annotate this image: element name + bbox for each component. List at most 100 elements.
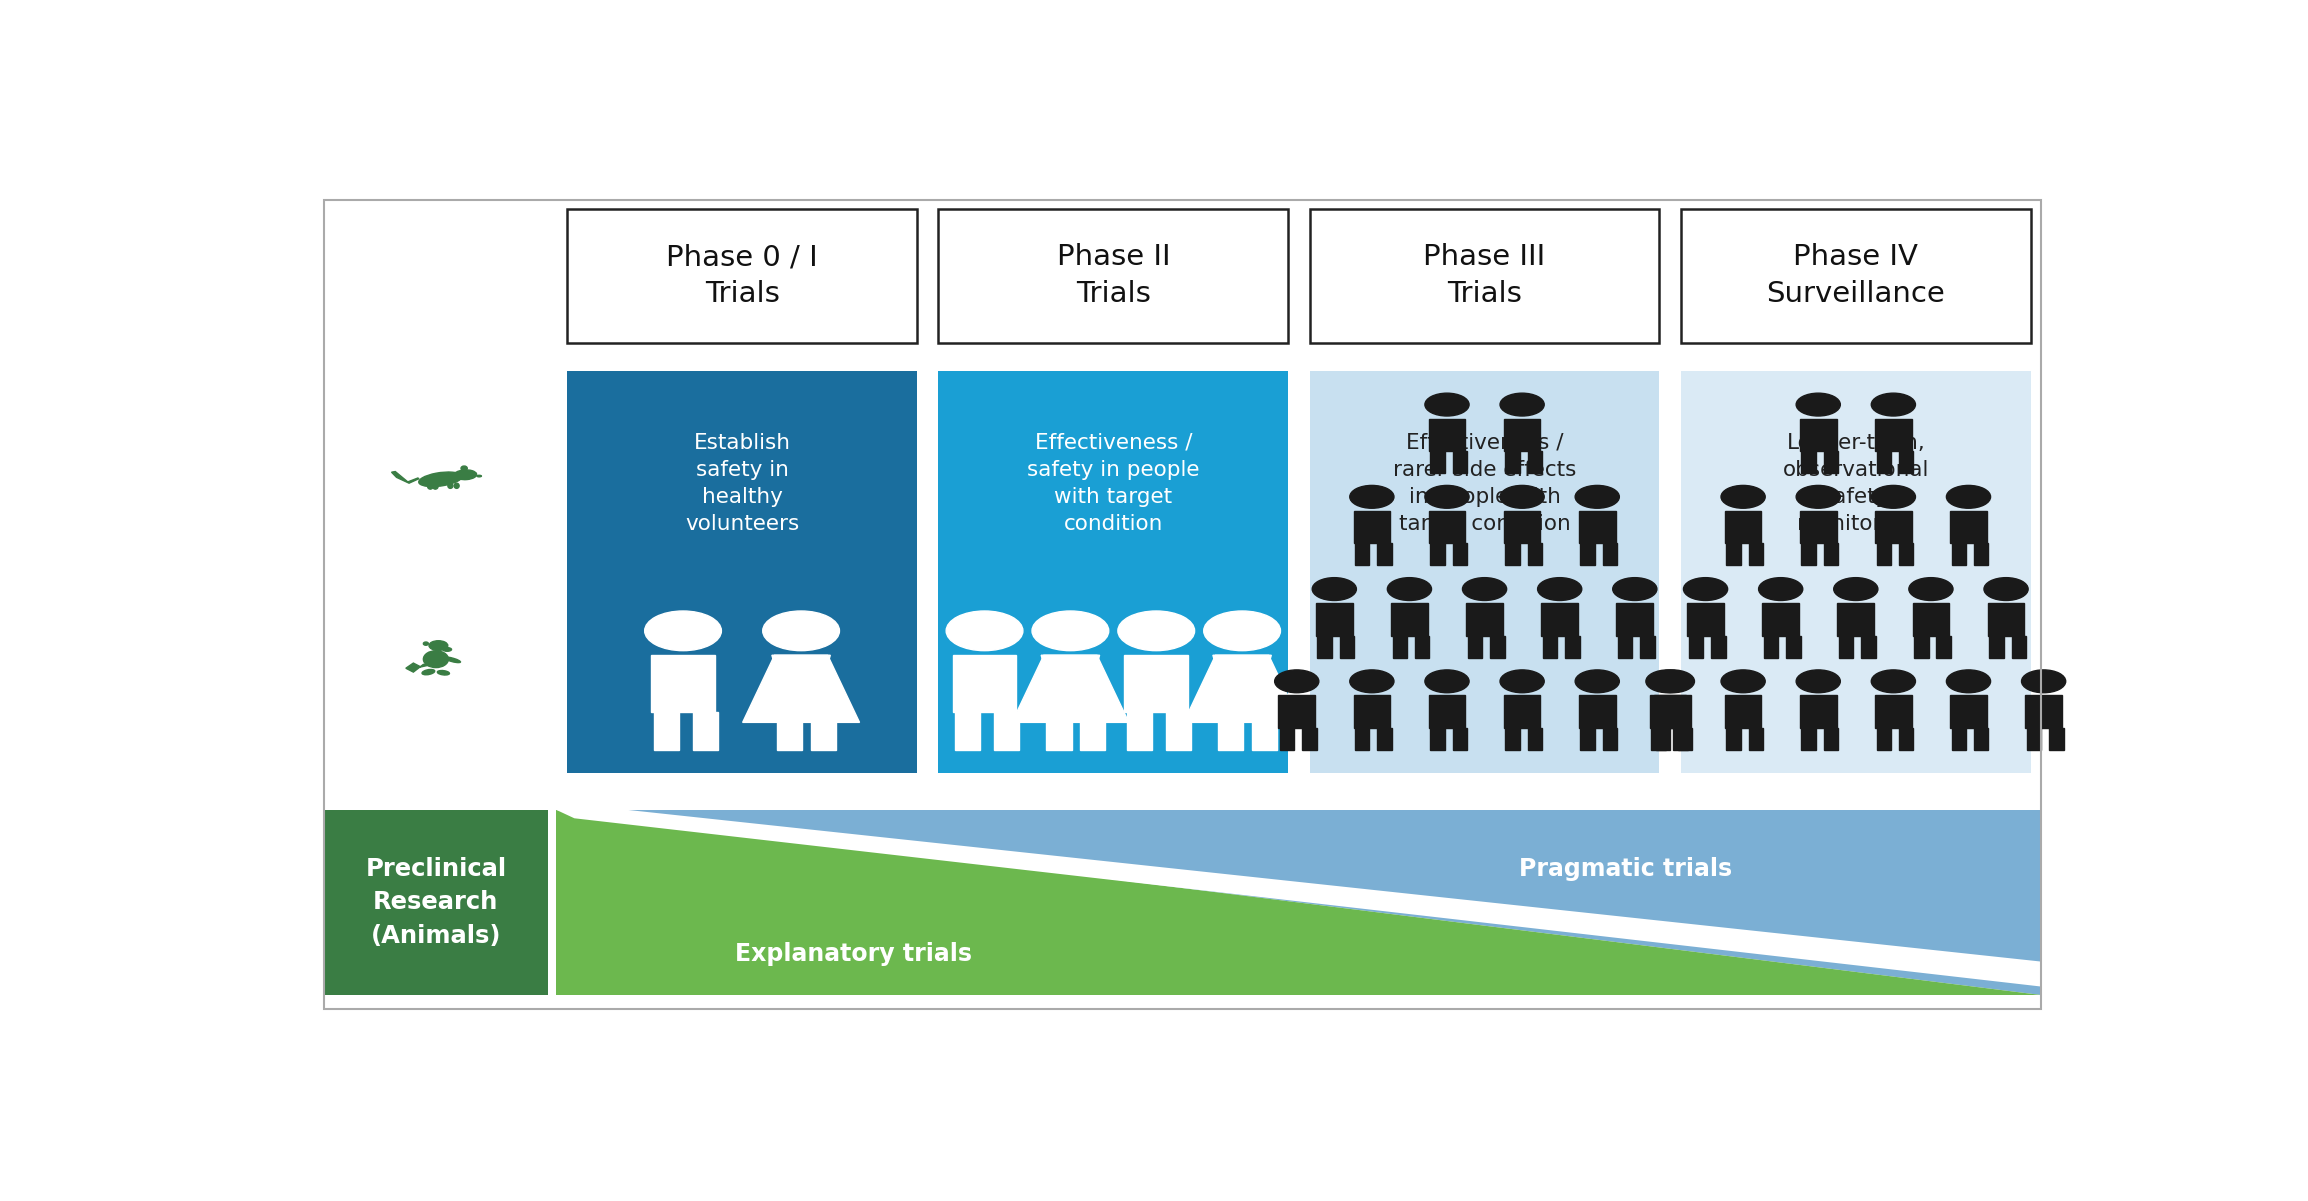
- Bar: [1950, 695, 1987, 728]
- Bar: [1309, 371, 1659, 773]
- Bar: [1542, 603, 1579, 635]
- Bar: [1528, 543, 1542, 566]
- Bar: [1786, 635, 1800, 658]
- Bar: [1763, 603, 1798, 635]
- Circle shape: [1117, 611, 1196, 651]
- Bar: [1080, 722, 1106, 749]
- Text: Phase 0 / I
Trials: Phase 0 / I Trials: [667, 244, 817, 309]
- Bar: [1763, 635, 1777, 658]
- Bar: [1452, 452, 1468, 473]
- Bar: [1689, 635, 1703, 658]
- Circle shape: [1722, 485, 1766, 508]
- Circle shape: [1872, 485, 1916, 508]
- Bar: [1528, 452, 1542, 473]
- Bar: [1581, 543, 1595, 566]
- Bar: [1166, 712, 1191, 749]
- Text: Establish
safety in
healthy
volunteers: Establish safety in healthy volunteers: [685, 432, 799, 534]
- Bar: [1431, 728, 1445, 749]
- Bar: [1803, 452, 1816, 473]
- Bar: [1749, 543, 1763, 566]
- Bar: [2013, 635, 2026, 658]
- Bar: [1973, 543, 1989, 566]
- Polygon shape: [1184, 656, 1299, 722]
- Circle shape: [1759, 578, 1803, 600]
- Bar: [1124, 656, 1189, 712]
- Ellipse shape: [427, 484, 434, 489]
- Bar: [1352, 510, 1389, 543]
- Bar: [2050, 728, 2063, 749]
- Bar: [1281, 728, 1295, 749]
- Bar: [2024, 695, 2061, 728]
- Circle shape: [1946, 670, 1989, 693]
- Bar: [1680, 209, 2031, 343]
- Bar: [1431, 543, 1445, 566]
- Bar: [692, 712, 718, 749]
- Circle shape: [1613, 578, 1657, 600]
- Ellipse shape: [429, 640, 448, 651]
- Bar: [995, 712, 1020, 749]
- Ellipse shape: [462, 466, 466, 471]
- Bar: [1876, 728, 1890, 749]
- Bar: [1678, 728, 1692, 749]
- Circle shape: [1796, 670, 1839, 693]
- Bar: [1452, 728, 1468, 749]
- Text: Effectiveness /
rarer side effects
in people with
target condition: Effectiveness / rarer side effects in pe…: [1392, 432, 1576, 534]
- Bar: [1565, 635, 1579, 658]
- Circle shape: [1424, 393, 1470, 416]
- Ellipse shape: [448, 483, 452, 489]
- Bar: [1641, 635, 1655, 658]
- Bar: [1800, 695, 1837, 728]
- Bar: [1710, 635, 1726, 658]
- Bar: [1392, 635, 1408, 658]
- Bar: [1429, 695, 1466, 728]
- Bar: [1378, 728, 1392, 749]
- Bar: [653, 712, 679, 749]
- Polygon shape: [743, 656, 859, 722]
- Bar: [1429, 510, 1466, 543]
- Bar: [1316, 603, 1352, 635]
- Bar: [1839, 635, 1853, 658]
- Bar: [1505, 510, 1539, 543]
- Circle shape: [1796, 393, 1839, 416]
- Bar: [1936, 635, 1950, 658]
- Bar: [1749, 728, 1763, 749]
- Bar: [1655, 695, 1692, 728]
- Circle shape: [1537, 578, 1581, 600]
- Bar: [1602, 543, 1618, 566]
- Circle shape: [1500, 485, 1544, 508]
- Text: Pragmatic trials: Pragmatic trials: [1519, 858, 1733, 882]
- Bar: [1505, 728, 1519, 749]
- Circle shape: [1796, 485, 1839, 508]
- Bar: [1953, 728, 1966, 749]
- Bar: [1452, 543, 1468, 566]
- Circle shape: [1205, 611, 1281, 651]
- Bar: [1913, 603, 1950, 635]
- Bar: [1950, 510, 1987, 543]
- Text: Preclinical
Research
(Animals): Preclinical Research (Animals): [365, 858, 505, 948]
- Ellipse shape: [443, 657, 462, 663]
- Bar: [1876, 452, 1890, 473]
- Circle shape: [1350, 485, 1394, 508]
- Bar: [1687, 603, 1724, 635]
- Bar: [1953, 543, 1966, 566]
- Circle shape: [1500, 670, 1544, 693]
- Ellipse shape: [418, 472, 462, 486]
- Circle shape: [1032, 611, 1108, 651]
- Circle shape: [1872, 670, 1916, 693]
- Bar: [1650, 695, 1687, 728]
- Bar: [939, 371, 1288, 773]
- Bar: [1673, 728, 1687, 749]
- Ellipse shape: [422, 669, 434, 675]
- Bar: [1874, 419, 1911, 452]
- Bar: [1279, 695, 1316, 728]
- Bar: [1431, 452, 1445, 473]
- Bar: [1468, 635, 1482, 658]
- Circle shape: [1350, 670, 1394, 693]
- Polygon shape: [392, 472, 420, 483]
- Bar: [323, 199, 2043, 1009]
- Bar: [1874, 510, 1911, 543]
- Bar: [1899, 728, 1913, 749]
- Bar: [1823, 543, 1837, 566]
- Bar: [1579, 695, 1616, 728]
- Circle shape: [644, 611, 722, 651]
